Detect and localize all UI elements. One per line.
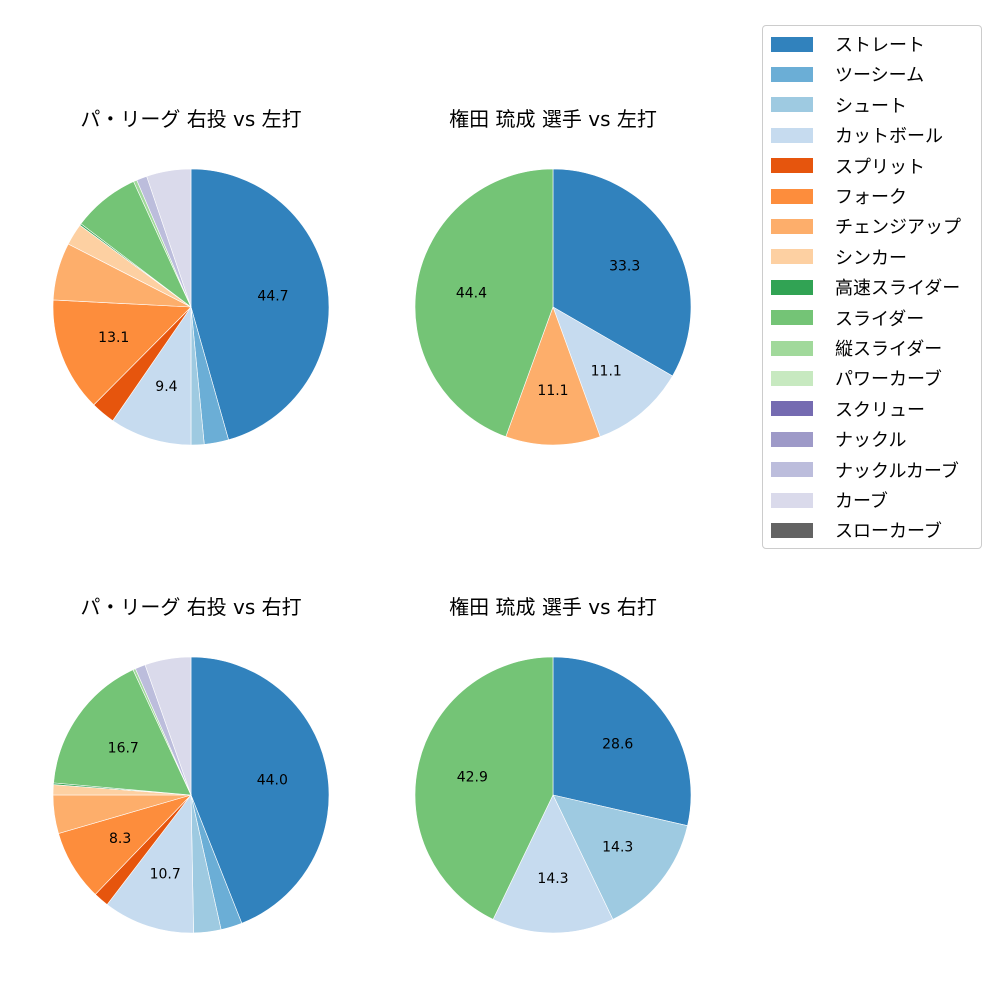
legend: ストレートツーシームシュートカットボール スプリットフォークチェンジアップ シンカー… — [762, 25, 982, 549]
legend-swatch — [771, 66, 813, 82]
slice-percent-label: 33.3 — [609, 259, 640, 275]
legend-label: カットボール — [835, 126, 943, 148]
legend-swatch — [771, 127, 813, 143]
legend-swatch — [771, 340, 813, 356]
legend-item: パワーカーブ — [771, 366, 942, 390]
pie-slice — [53, 669, 192, 796]
slice-percent-label: 8.3 — [109, 831, 131, 847]
chart-title-top-right: 権田 琉成 選手 vs 左打 — [449, 107, 657, 131]
chart-title-bottom-right: 権田 琉成 選手 vs 右打 — [449, 595, 657, 619]
legend-label: スプリット — [835, 156, 925, 178]
legend-item: 高速スライダー — [771, 275, 960, 299]
legend-swatch — [771, 36, 813, 52]
slice-percent-label: 44.4 — [456, 286, 487, 302]
legend-item: スライダー — [771, 306, 924, 330]
pie-slice — [552, 168, 692, 377]
legend-item: スローカーブ — [771, 518, 942, 542]
pie-slice — [106, 794, 194, 934]
legend-swatch — [771, 522, 813, 538]
slice-percent-label: 11.1 — [537, 383, 568, 399]
legend-swatch — [771, 370, 813, 386]
legend-item: チェンジアップ — [771, 214, 961, 238]
legend-item: シュート — [771, 93, 907, 117]
legend-label: パワーカーブ — [835, 369, 942, 391]
pie-chart-bottom-left: 44.0 10.7 8.3 16.7 — [52, 656, 330, 934]
legend-swatch — [771, 310, 813, 326]
pie-slice — [112, 306, 192, 446]
legend-label: スライダー — [835, 308, 925, 330]
legend-item: カットボール — [771, 123, 943, 147]
slice-percent-label: 13.1 — [98, 330, 129, 346]
slice-percent-label: 16.7 — [108, 740, 139, 756]
legend-label: 縦スライダー — [835, 339, 943, 360]
legend-label: スローカーブ — [835, 521, 942, 543]
legend-label: 高速スライダー — [835, 278, 961, 300]
legend-swatch — [771, 431, 813, 447]
slice-percent-label: 11.1 — [591, 363, 622, 379]
pie-slice — [190, 168, 330, 441]
pie-slice — [414, 168, 554, 438]
legend-label: カーブ — [835, 491, 888, 512]
legend-swatch — [771, 188, 813, 204]
pie-chart-top-left: 44.7 9.4 13.1 — [52, 168, 330, 446]
pie-slice — [552, 656, 692, 827]
pie-slice — [492, 794, 614, 934]
pie-slice — [146, 168, 192, 308]
pie-slice — [52, 299, 192, 406]
chart-title-top-left: パ・リーグ 右投 vs 左打 — [80, 107, 302, 131]
slice-percent-label: 9.4 — [155, 379, 177, 395]
legend-item: ナックルカーブ — [771, 458, 959, 482]
pie-slice — [552, 794, 688, 920]
pie-slice — [190, 656, 330, 924]
legend-swatch — [771, 492, 813, 508]
legend-swatch — [771, 462, 813, 478]
legend-label: チェンジアップ — [835, 217, 961, 239]
legend-label: スクリュー — [835, 399, 925, 421]
legend-label: ナックルカーブ — [835, 460, 959, 482]
legend-label: フォーク — [835, 187, 907, 208]
legend-label: ナックル — [835, 430, 907, 452]
pie-chart-bottom-right: 28.6 14.3 14.3 42.9 — [414, 656, 692, 934]
pie-slice — [144, 656, 192, 796]
legend-item: ストレート — [771, 32, 925, 56]
pie-chart-top-right: 33.3 11.1 11.1 44.4 — [414, 168, 692, 446]
slice-percent-label: 14.3 — [537, 871, 568, 887]
legend-item: ナックル — [771, 427, 906, 451]
slice-percent-label: 44.0 — [257, 772, 288, 788]
slice-percent-label: 42.9 — [457, 770, 488, 786]
slice-percent-label: 10.7 — [150, 867, 181, 883]
legend-swatch — [771, 218, 813, 234]
slice-percent-label: 44.7 — [257, 289, 288, 305]
chart-title-bottom-left: パ・リーグ 右投 vs 右打 — [80, 595, 302, 619]
legend-swatch — [771, 249, 813, 265]
legend-item: フォーク — [771, 184, 907, 208]
legend-label: ストレート — [835, 35, 925, 56]
pie-slice — [414, 656, 554, 920]
legend-item: カーブ — [771, 488, 888, 512]
pie-slice — [505, 306, 601, 446]
legend-item: スクリュー — [771, 397, 925, 421]
slice-percent-label: 28.6 — [602, 736, 633, 752]
legend-swatch — [771, 97, 813, 113]
legend-label: シンカー — [835, 247, 907, 269]
legend-item: スプリット — [771, 154, 925, 178]
pie-slice — [552, 306, 673, 438]
legend-swatch — [771, 279, 813, 295]
legend-label: シュート — [835, 95, 907, 117]
legend-item: 縦スライダー — [771, 336, 942, 360]
legend-item: シンカー — [771, 245, 907, 269]
legend-item: ツーシーム — [771, 62, 924, 86]
legend-label: ツーシーム — [835, 65, 925, 87]
legend-swatch — [771, 401, 813, 417]
slice-percent-label: 14.3 — [602, 840, 633, 856]
legend-swatch — [771, 158, 813, 174]
